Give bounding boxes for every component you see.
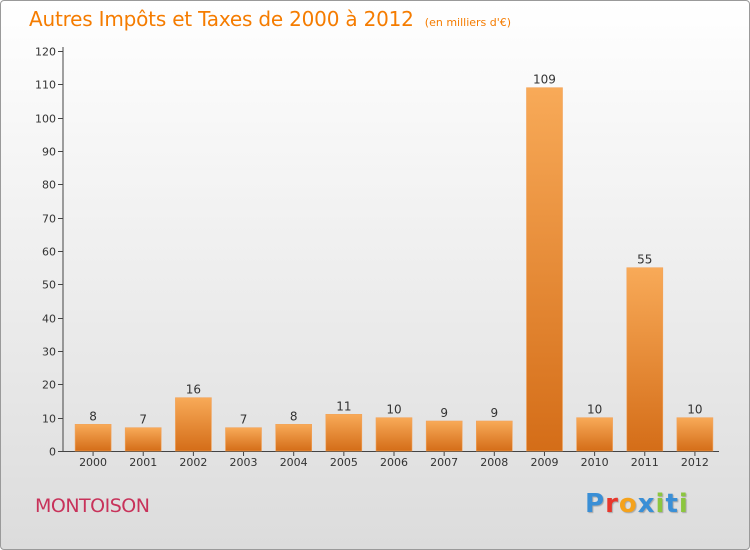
chart-title: Autres Impôts et Taxes de 2000 à 2012 — [29, 7, 414, 31]
chart-bars — [74, 87, 714, 452]
data-label-2009: 109 — [533, 73, 556, 87]
bar-2004 — [275, 423, 313, 452]
x-tick-label-2011: 2011 — [631, 456, 659, 469]
y-tick-label: 70 — [42, 213, 56, 226]
x-tick-label-2007: 2007 — [430, 456, 458, 469]
y-tick-label: 30 — [42, 346, 56, 359]
data-label-2002: 16 — [186, 383, 201, 397]
bar-2012 — [676, 417, 714, 452]
y-tick-label: 0 — [49, 446, 56, 459]
y-tick-label: 110 — [35, 79, 56, 92]
x-tick-label-2006: 2006 — [380, 456, 408, 469]
logo-letter: x — [637, 489, 656, 519]
bar-2003 — [225, 427, 262, 452]
bar-2006 — [375, 417, 413, 452]
y-tick-label: 100 — [35, 113, 56, 126]
bar-2000 — [74, 423, 112, 452]
y-tick-label: 20 — [42, 379, 56, 392]
data-label-2004: 8 — [290, 409, 298, 423]
chart-header: Autres Impôts et Taxes de 2000 à 2012 (e… — [29, 7, 511, 31]
commune-name: MONTOISON — [35, 495, 150, 517]
data-label-2008: 9 — [490, 406, 498, 420]
logo-letter: t — [665, 489, 679, 519]
data-label-2006: 10 — [386, 403, 401, 417]
logo-letter: o — [618, 489, 638, 519]
x-tick-label-2005: 2005 — [330, 456, 358, 469]
data-label-2011: 55 — [637, 253, 652, 267]
chart-labels: 2000 8 2001 7 2002 16 2003 7 2004 8 2005 11 2006 10 20… — [79, 73, 709, 469]
x-tick-label-2002: 2002 — [179, 456, 207, 469]
x-tick-label-2004: 2004 — [280, 456, 308, 469]
x-tick-label-2010: 2010 — [581, 456, 609, 469]
x-tick-label-2000: 2000 — [79, 456, 107, 469]
bar-2001 — [124, 427, 162, 452]
x-tick-label-2003: 2003 — [230, 456, 258, 469]
data-label-2000: 8 — [89, 409, 97, 423]
y-tick-label: 10 — [42, 413, 56, 426]
data-label-2010: 10 — [587, 403, 602, 417]
data-label-2001: 7 — [139, 413, 147, 427]
data-label-2005: 11 — [336, 399, 351, 413]
proxiti-logo[interactable]: Proxiti — [585, 489, 689, 519]
x-tick-label-2001: 2001 — [129, 456, 157, 469]
logo-letter: r — [605, 489, 619, 519]
y-tick-label: 40 — [42, 313, 56, 326]
bar-2011 — [626, 267, 664, 452]
logo-letter: i — [678, 489, 689, 519]
logo-letter: i — [655, 489, 666, 519]
y-tick-label: 120 — [35, 46, 56, 59]
y-tick-label: 90 — [42, 146, 56, 159]
chart-axes: 0 10 20 30 40 50 60 70 80 90 100 110 120 — [35, 46, 719, 459]
data-label-2003: 7 — [240, 413, 248, 427]
x-tick-label-2012: 2012 — [681, 456, 709, 469]
x-tick-label-2008: 2008 — [480, 456, 508, 469]
data-label-2007: 9 — [440, 406, 448, 420]
chart-subtitle: (en milliers d'€) — [424, 16, 512, 29]
bar-2005 — [325, 413, 363, 452]
bar-2010 — [576, 417, 613, 452]
data-label-2012: 10 — [687, 403, 702, 417]
x-tick-label-2009: 2009 — [530, 456, 558, 469]
bar-2008 — [475, 420, 513, 452]
bar-2007 — [425, 420, 463, 452]
y-tick-label: 60 — [42, 246, 56, 259]
logo-letter: P — [585, 489, 606, 519]
bar-2002 — [175, 397, 212, 452]
bar-2009 — [526, 87, 563, 452]
y-tick-label: 50 — [42, 279, 56, 292]
y-tick-label: 80 — [42, 179, 56, 192]
